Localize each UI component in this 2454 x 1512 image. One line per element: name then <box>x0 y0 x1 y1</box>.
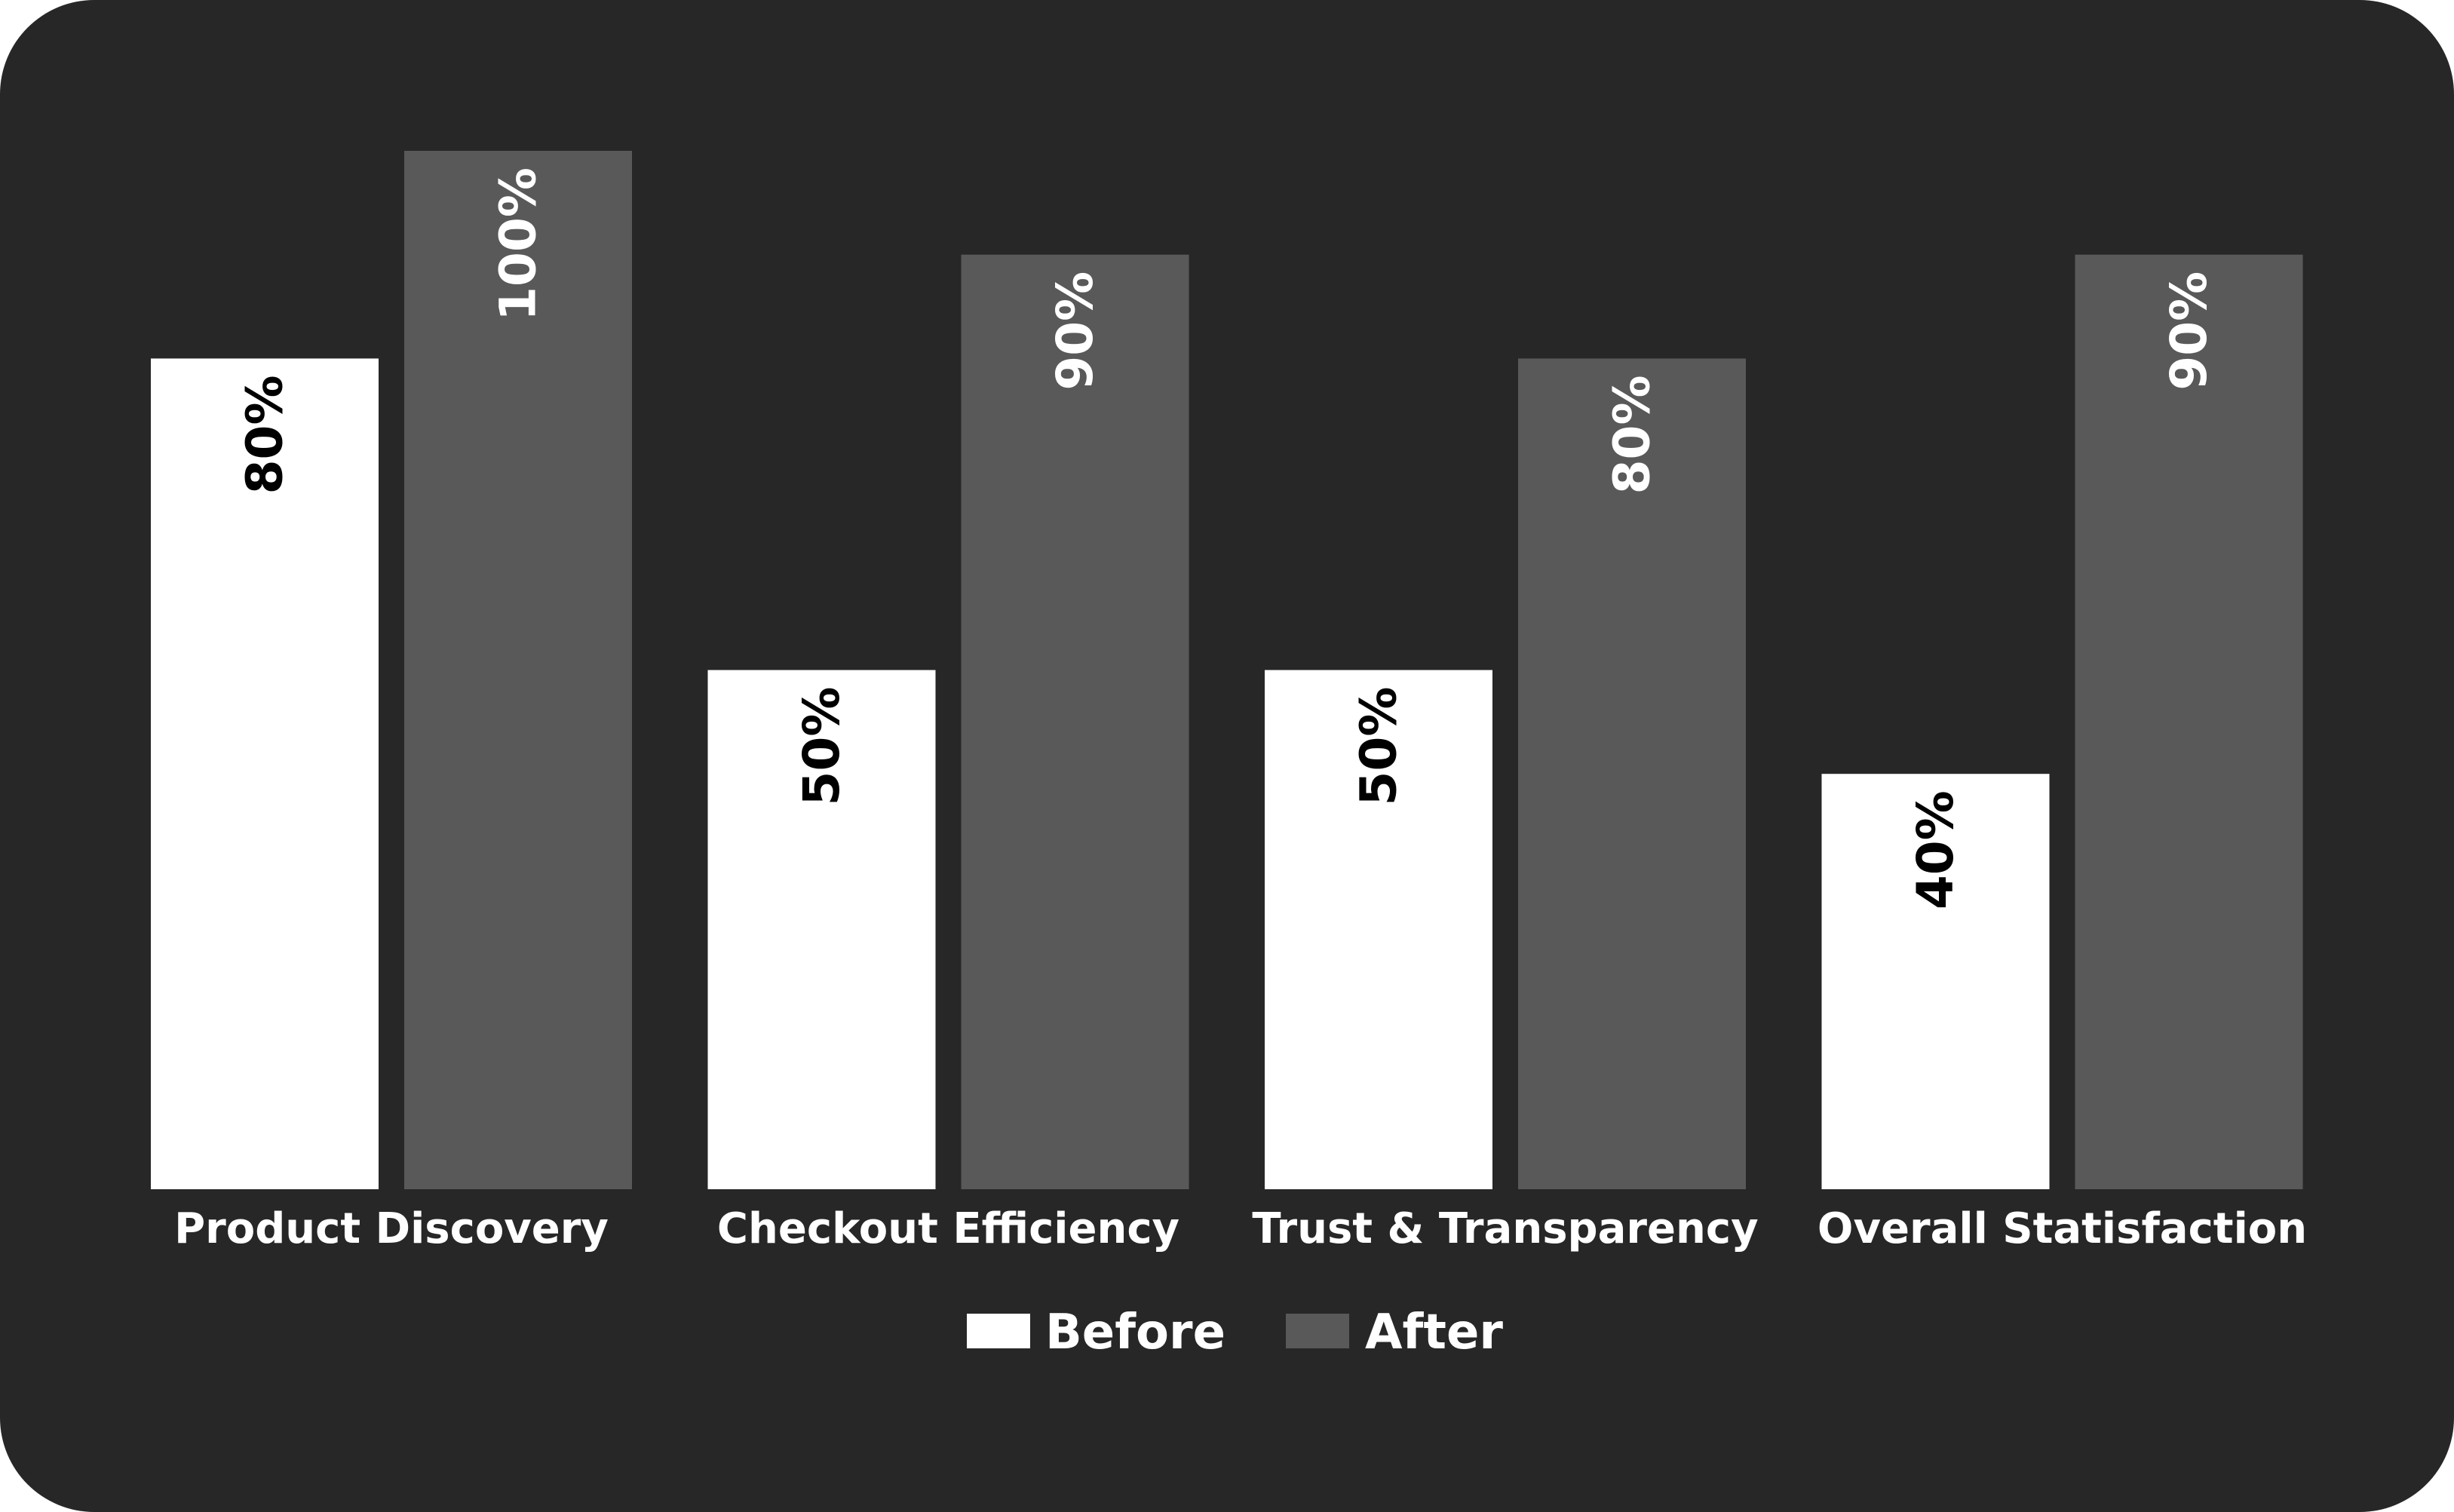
value-label-after-trust-transparency: 80% <box>1603 375 1661 494</box>
legend-swatch-after <box>1286 1314 1349 1348</box>
value-labels-group: 80% 100% 50% 90% 50% 80% 40% 90% <box>236 167 2219 909</box>
value-label-after-overall-statisfaction: 90% <box>2160 271 2218 391</box>
value-label-after-checkout-efficiency: 90% <box>1046 271 1104 391</box>
bar-after-overall-statisfaction <box>2075 254 2303 1190</box>
legend: Before After <box>967 1305 1503 1360</box>
category-label-checkout-efficiency: Checkout Efficiency <box>717 1204 1179 1253</box>
value-label-before-checkout-efficiency: 50% <box>793 687 851 806</box>
bar-before-product-discovery <box>151 358 379 1189</box>
value-label-before-overall-statisfaction: 40% <box>1906 790 1965 909</box>
category-label-overall-statisfaction: Overall Statisfaction <box>1817 1204 2307 1253</box>
category-labels-group: Product Discovery Checkout Efficiency Trus… <box>174 1204 2307 1253</box>
legend-label-after: After <box>1365 1305 1503 1360</box>
bar-after-trust-transparency <box>1518 358 1746 1189</box>
bar-after-checkout-efficiency <box>961 254 1189 1190</box>
category-label-trust-transparency: Trust & Transparency <box>1252 1204 1758 1253</box>
bar-after-product-discovery <box>404 151 632 1189</box>
value-label-before-product-discovery: 80% <box>236 375 294 494</box>
bar-before-checkout-efficiency <box>707 670 936 1189</box>
bars-group <box>151 151 2303 1190</box>
bar-before-trust-transparency <box>1265 670 1492 1189</box>
value-label-after-product-discovery: 100% <box>489 167 548 321</box>
value-label-before-trust-transparency: 50% <box>1350 687 1408 806</box>
bar-before-overall-statisfaction <box>1821 774 2050 1189</box>
legend-label-before: Before <box>1045 1305 1225 1360</box>
legend-swatch-before <box>967 1314 1030 1348</box>
category-label-product-discovery: Product Discovery <box>174 1204 609 1253</box>
